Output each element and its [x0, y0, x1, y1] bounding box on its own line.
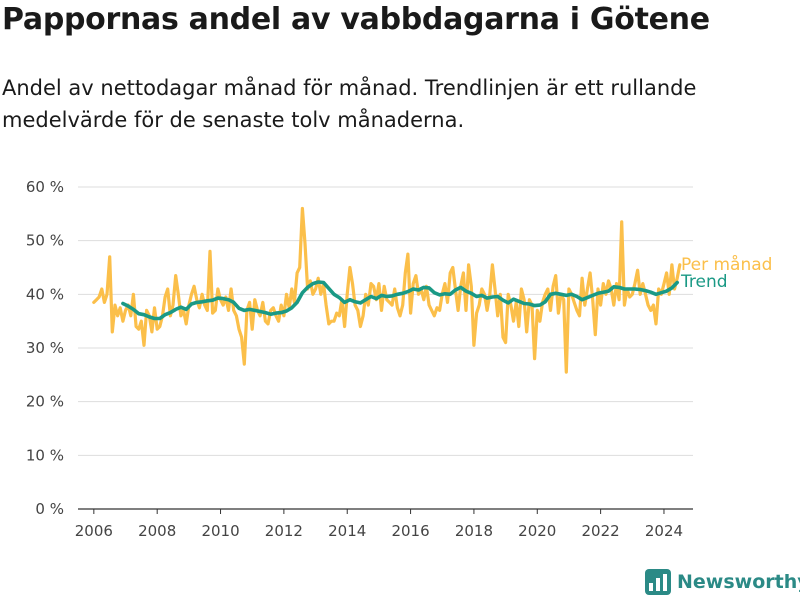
y-tick-label: 10 %: [26, 446, 64, 464]
x-tick-label: 2018: [455, 522, 493, 540]
legend-monthly: Per månad: [681, 254, 772, 275]
y-tick-label: 30 %: [26, 339, 64, 357]
legend-trend: Trend: [680, 272, 728, 292]
x-tick-label: 2012: [265, 522, 303, 540]
trend-series-line: [121, 280, 680, 321]
y-tick-label: 0 %: [35, 500, 64, 518]
x-tick-label: 2010: [201, 522, 239, 540]
chart-title: Pappornas andel av vabbdagarna i Götene: [2, 2, 710, 37]
y-axis-ticks: 0 % 10 % 20 % 30 % 40 % 50 % 60 %: [26, 178, 64, 518]
x-tick-label: 2020: [518, 522, 556, 540]
bar-chart-logo-icon: [645, 569, 671, 595]
series-lines: [92, 206, 682, 374]
x-tick-label: 2006: [75, 522, 113, 540]
chart-subtitle: Andel av nettodagar månad för månad. Tre…: [2, 76, 697, 132]
newsworthy-brand: Newsworthy: [645, 569, 800, 595]
x-tick-label: 2016: [391, 522, 429, 540]
y-tick-label: 50 %: [26, 232, 64, 250]
x-axis-ticks: 2006 2008 2010 2012 2014 2016 2018 2020 2022 2024: [75, 509, 683, 540]
monthly-series-line: [92, 206, 682, 374]
x-tick-label: 2014: [328, 522, 366, 540]
y-tick-label: 20 %: [26, 393, 64, 411]
x-tick-label: 2022: [582, 522, 620, 540]
y-tick-label: 40 %: [26, 285, 64, 303]
gridlines: [78, 186, 693, 510]
y-tick-label: 60 %: [26, 178, 64, 196]
brand-name: Newsworthy: [677, 571, 800, 593]
x-tick-label: 2024: [645, 522, 683, 540]
x-tick-label: 2008: [138, 522, 176, 540]
